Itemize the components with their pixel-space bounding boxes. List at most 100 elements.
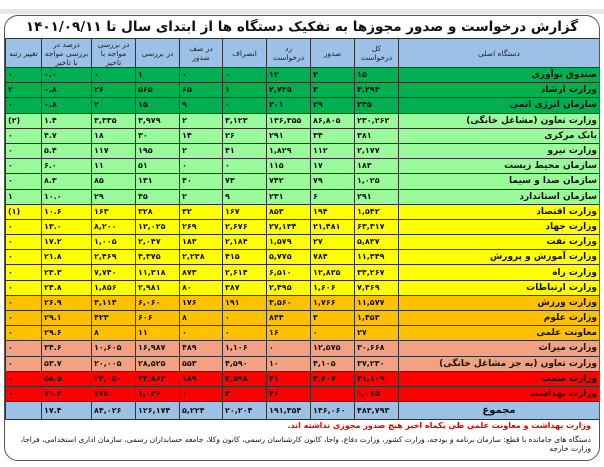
- cell-rejected: ۱,۸۲۹: [266, 142, 311, 160]
- cell-rejected: ۱۱۵: [266, 158, 311, 175]
- cell-issued: ۱۲,۸۲۵: [310, 264, 355, 281]
- cell-delayed: ۱,۸۵۶: [91, 279, 136, 296]
- cell-delayed: ۴۲۳: [91, 309, 136, 327]
- cell-pct: ۸.۳: [41, 173, 92, 190]
- cell-pct: ۲۱.۸: [41, 249, 92, 266]
- cell-review: ۴,۳۷۵: [135, 249, 180, 266]
- cell-queue: ۰: [179, 66, 223, 84]
- table-row: معاونت علمی ۲۷ ۰ ۱۶ ۰ ۰ ۱۱ ۸ ۲۹.۶ ۰: [5, 325, 599, 342]
- cell-rank: ۰: [5, 173, 42, 190]
- total-cell-queue: ۵,۲۲۴: [179, 401, 223, 421]
- cell-review: ۱۲,۰۲۵: [135, 218, 180, 236]
- cell-name: وزارت تعاون (مشاغل خانگی): [398, 112, 599, 129]
- cell-queue: ۴۰: [179, 173, 223, 190]
- cell-delayed: ۳,۱۱۴: [91, 294, 136, 312]
- cell-pct: ۰.۸: [41, 97, 92, 114]
- cell-queue: ۱۴: [179, 127, 223, 144]
- cell-rank: ۰: [5, 142, 42, 160]
- cell-review: ۱۳۱: [135, 173, 180, 190]
- col-header-delayed: در بررسی مواجه با تاخیر: [91, 38, 136, 68]
- cell-name: وزارت نفت: [398, 234, 599, 251]
- cell-queue: ۸۷۳: [179, 264, 223, 281]
- cell-issued: ۱,۶۰۶: [310, 279, 355, 296]
- cell-rank: ۱: [5, 188, 42, 205]
- cell-name: سازمان استاندارد: [398, 188, 599, 205]
- cell-rejected: ۸۵۳: [266, 203, 311, 220]
- cell-total: ۳,۲۹۴: [354, 82, 399, 99]
- cell-pct: ۱۷.۲: [41, 234, 92, 251]
- cell-total: ۷,۴۶۹: [354, 279, 399, 296]
- cell-review: ۵۱: [135, 158, 180, 175]
- total-cell-delayed: ۸۴,۰۲۶: [91, 401, 136, 421]
- cell-issued: ۲۱,۴۸۱: [310, 218, 355, 236]
- cell-total: ۳۰,۶۶۸: [354, 340, 399, 357]
- cell-cancelled: ۱: [222, 82, 267, 99]
- cell-name: صندوق نوآوری: [398, 66, 599, 84]
- cell-rejected: ۳۶: [266, 385, 311, 403]
- cell-delayed: ۲۰,۰۰۵: [91, 355, 136, 372]
- table-row: وزارت ارشاد ۳,۲۹۴ ۳ ۲,۷۲۵ ۱ ۶۵ ۵۶۵ ۲۶ ۰.۸ ۲: [5, 82, 599, 99]
- cell-cancelled: ۹: [222, 188, 267, 205]
- cell-review: ۳۴,۸۶۳: [135, 370, 180, 387]
- cell-name: سازمان صدا و سیما: [398, 173, 599, 190]
- cell-issued: ۴,۱۰۵: [310, 355, 355, 372]
- cell-delayed: ۱,۰۰۵: [91, 234, 136, 251]
- cell-queue: ۱۸۳: [179, 234, 223, 251]
- cell-name: وزارت صمت: [398, 370, 599, 387]
- cell-rank: ۰: [5, 249, 42, 266]
- cell-total: ۱,۰۷۵: [354, 385, 399, 403]
- cell-cancelled: ۴۱۵: [222, 249, 267, 266]
- cell-cancelled: ۰: [222, 66, 267, 84]
- cell-rejected: ۶,۵۱۰: [266, 264, 311, 281]
- cell-name: وزارت جهاد: [398, 218, 599, 236]
- cell-rejected: ۱۳۶,۳۵۵: [266, 112, 311, 129]
- cell-cancelled: ۲,۱۸۴: [222, 234, 267, 251]
- col-header-agency: دستگاه اصلی: [398, 38, 599, 68]
- col-header-rank: تغییر رتبه: [5, 38, 42, 68]
- cell-delayed: ۲: [91, 97, 136, 114]
- cell-rank: ۰: [5, 370, 42, 387]
- col-header-queue: در صف صدور: [179, 38, 223, 68]
- cell-queue: ۲,۲۳۸: [179, 249, 223, 266]
- cell-delayed: ۷,۷۴۰: [91, 264, 136, 281]
- cell-delayed: ۲۶: [91, 82, 136, 99]
- cell-pct: ۳۴.۶: [41, 340, 92, 357]
- cell-delayed: ۲۴,۰۵۰: [91, 370, 136, 387]
- cell-cancelled: ۰: [222, 325, 267, 342]
- cell-total: ۲۳۰,۲۶۲: [354, 112, 399, 129]
- cell-pct: ۲۶.۹: [41, 294, 92, 312]
- total-row: مجموع ۴۸۳,۷۹۳ ۱۴۶,۰۶۰ ۱۹۱,۳۵۴ ۲۰,۲۰۴ ۵,۲۲۴ ۱۲۶…: [5, 401, 599, 421]
- cell-review: ۶۰۶: [135, 309, 180, 327]
- cell-rank: ۰: [5, 294, 42, 312]
- cell-total: ۱۱,۵۷۷: [354, 294, 399, 312]
- cell-rank: ۰: [5, 355, 42, 372]
- table-row: وزارت بهداشت ۱,۰۷۵ ۰ ۳۶ ۳ ۰ ۱,۰۳۶ ۷۶۵ ۷۱.۲ ۰: [5, 385, 599, 403]
- cell-cancelled: ۳: [222, 385, 267, 403]
- cell-pct: ۰.۰: [41, 66, 92, 84]
- cell-delayed: ۸۵: [91, 173, 136, 190]
- cell-review: ۱۱: [135, 325, 180, 342]
- report-frame: گزارش درخواست و صدور مجوزها به تفکیک دست…: [4, 15, 600, 461]
- cell-rejected: ۱۶: [266, 325, 311, 342]
- table-row: وزارت تعاون (مشاغل خانگی) ۲۳۰,۲۶۲ ۸۶,۸۰۵ ۱۳…: [5, 112, 599, 129]
- cell-pct: ۷۱.۲: [41, 385, 92, 403]
- cell-total: ۲۷: [354, 325, 399, 342]
- permits-table: دستگاه اصلی کل درخواست صدور رد درخواست ا…: [5, 38, 599, 421]
- cell-cancelled: ۷۳: [222, 173, 267, 190]
- cell-total: ۱,۴۵۳: [354, 309, 399, 327]
- cell-issued: ۱۹۴: [310, 203, 355, 220]
- cell-pct: ۰.۸: [41, 82, 92, 99]
- cell-rejected: ۰: [266, 340, 311, 357]
- cell-queue: ۹: [179, 97, 223, 114]
- cell-issued: ۳۴: [310, 127, 355, 144]
- cell-pct: ۵۸.۵: [41, 370, 92, 387]
- cell-rank: ۰: [5, 218, 42, 236]
- cell-delayed: ۲۹: [91, 188, 136, 205]
- cell-name: وزارت آموزش و پرورش: [398, 249, 599, 266]
- table-row: سازمان استاندارد ۲۹۱ ۶ ۲۳۱ ۹ ۲ ۴۵ ۲۹ ۱۰.۰ ۱: [5, 188, 599, 205]
- total-cell-review: ۱۲۶,۱۷۴: [135, 401, 180, 421]
- footer-text: دستگاه های جامانده با قطع: سازمان برنامه…: [20, 435, 591, 453]
- total-cell-total: ۴۸۳,۷۹۳: [354, 401, 399, 421]
- cell-pct: ۱۳.۰: [41, 218, 92, 236]
- cell-total: ۱۱,۳۴۹: [354, 249, 399, 266]
